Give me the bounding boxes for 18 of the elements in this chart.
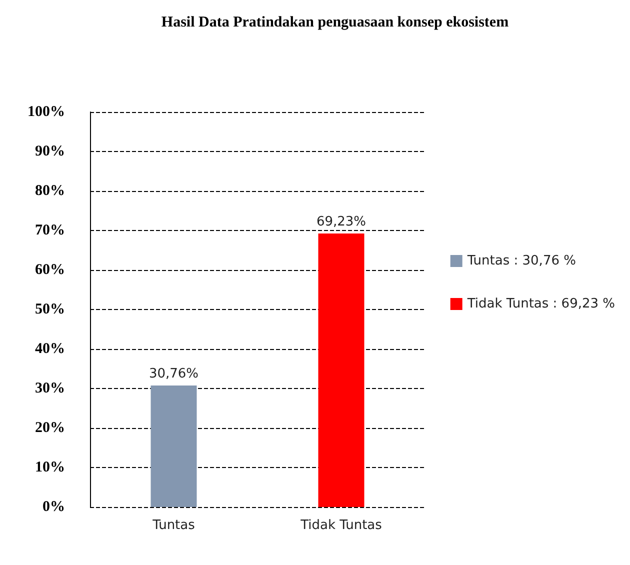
y-tick-label: 40%: [35, 341, 65, 357]
y-tick-label: 10%: [35, 460, 65, 476]
y-tick-label: 20%: [35, 420, 65, 436]
y-tick-label: 30%: [35, 380, 65, 396]
y-tick-label: 60%: [35, 262, 65, 278]
chart-title: Hasil Data Pratindakan penguasaan konsep ekosistem: [161, 14, 510, 30]
y-tick-label: 90%: [35, 144, 65, 160]
legend-label: Tuntas : 30,76 %: [466, 254, 576, 268]
y-tick-label: 0%: [42, 499, 65, 515]
y-tick-label: 100%: [28, 104, 65, 120]
data-label: 30,76%: [148, 366, 199, 382]
x-tick-label: Tidak Tuntas: [300, 518, 382, 533]
legend-label: Tidak Tuntas : 69,23 %: [466, 296, 616, 312]
y-tick-label: 50%: [35, 302, 65, 318]
data-label: 69,23%: [316, 214, 366, 230]
y-tick-label: 70%: [35, 222, 65, 238]
x-tick-label: Tuntas: [152, 518, 196, 533]
y-tick-label: 80%: [35, 183, 65, 199]
